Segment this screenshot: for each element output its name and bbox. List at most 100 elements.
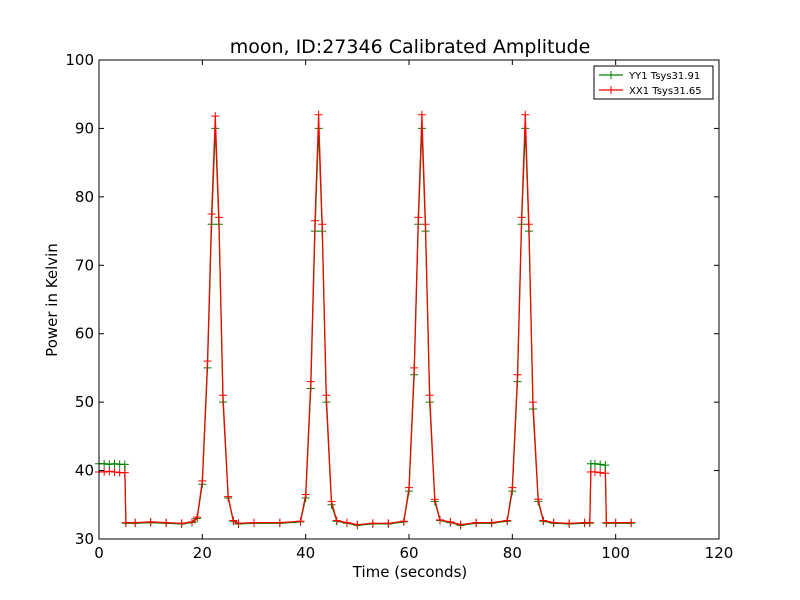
data-point-marker bbox=[193, 513, 202, 522]
data-point-marker bbox=[596, 460, 605, 469]
y-tick-label: 60 bbox=[75, 325, 94, 343]
data-point-marker bbox=[306, 377, 315, 386]
legend: YY1 Tsys31.91 XX1 Tsys31.65 bbox=[593, 65, 714, 100]
plot-area bbox=[98, 59, 720, 540]
data-point-marker bbox=[343, 518, 351, 527]
data-point-marker bbox=[121, 518, 130, 527]
data-point-marker bbox=[410, 363, 419, 372]
data-point-marker bbox=[430, 495, 439, 504]
axis-ticks: 0 20 40 60 80 100 120 30 40 50 60 70 80 90 100 bbox=[65, 51, 733, 562]
data-point-marker bbox=[591, 459, 599, 468]
series-layer bbox=[95, 110, 636, 530]
data-point-marker bbox=[529, 398, 537, 407]
data-point-marker bbox=[487, 518, 496, 527]
data-point-marker bbox=[596, 468, 605, 477]
data-point-marker bbox=[100, 467, 109, 476]
data-point-marker bbox=[446, 517, 455, 526]
data-point-marker bbox=[425, 391, 434, 400]
legend-item: XX1 Tsys31.65 bbox=[599, 86, 702, 97]
data-point-marker bbox=[214, 213, 223, 222]
data-point-marker bbox=[310, 216, 319, 225]
data-point-marker bbox=[549, 518, 558, 527]
y-tick-label: 100 bbox=[65, 51, 94, 69]
data-point-marker bbox=[601, 469, 610, 478]
data-point-marker bbox=[146, 517, 155, 526]
data-point-marker bbox=[472, 518, 481, 527]
x-tick-label: 100 bbox=[601, 544, 630, 562]
data-point-marker bbox=[513, 370, 522, 379]
data-point-marker bbox=[203, 357, 212, 366]
data-point-marker bbox=[565, 519, 574, 528]
legend-label: XX1 Tsys31.65 bbox=[629, 86, 702, 97]
legend-box bbox=[593, 65, 714, 100]
legend-marker bbox=[607, 86, 615, 94]
series-line bbox=[99, 128, 632, 526]
data-point-marker bbox=[539, 516, 548, 525]
x-tick-label: 20 bbox=[193, 544, 212, 562]
data-point-marker bbox=[399, 517, 408, 526]
data-point-marker bbox=[417, 110, 426, 119]
data-point-marker bbox=[162, 518, 171, 527]
data-point-marker bbox=[534, 495, 543, 504]
data-point-marker bbox=[611, 518, 620, 527]
data-point-marker bbox=[234, 519, 243, 528]
x-tick-label: 40 bbox=[296, 544, 315, 562]
data-point-marker bbox=[601, 461, 610, 470]
series-line bbox=[99, 114, 632, 526]
data-point-marker bbox=[332, 516, 341, 525]
series-2 bbox=[95, 110, 636, 529]
data-point-marker bbox=[421, 220, 430, 229]
data-point-marker bbox=[585, 518, 594, 527]
data-point-marker bbox=[353, 520, 362, 529]
data-point-marker bbox=[229, 516, 238, 525]
data-point-marker bbox=[627, 518, 636, 527]
data-point-marker bbox=[188, 517, 196, 526]
y-axis-label: Power in Kelvin bbox=[43, 243, 61, 357]
data-point-marker bbox=[110, 459, 119, 468]
data-point-marker bbox=[521, 110, 530, 119]
data-point-marker bbox=[275, 518, 284, 527]
y-tick-label: 30 bbox=[75, 530, 94, 548]
y-tick-label: 90 bbox=[75, 119, 94, 137]
data-point-marker bbox=[198, 476, 207, 485]
data-point-marker bbox=[105, 467, 114, 476]
legend-marker bbox=[607, 71, 615, 79]
data-point-marker bbox=[224, 492, 233, 501]
data-point-marker bbox=[301, 490, 310, 499]
data-point-marker bbox=[131, 518, 140, 527]
y-tick-label: 80 bbox=[75, 188, 94, 206]
data-point-marker bbox=[384, 519, 393, 528]
data-point-marker bbox=[318, 220, 327, 229]
series-1 bbox=[95, 124, 636, 530]
y-tick-label: 50 bbox=[75, 393, 94, 411]
data-point-marker bbox=[524, 220, 533, 229]
data-point-marker bbox=[207, 209, 216, 218]
data-point-marker bbox=[508, 483, 517, 492]
data-point-marker bbox=[436, 515, 444, 524]
x-tick-label: 80 bbox=[503, 544, 522, 562]
data-point-marker bbox=[591, 467, 599, 476]
data-point-marker bbox=[414, 213, 423, 222]
data-point-marker bbox=[503, 516, 512, 525]
data-point-marker bbox=[405, 483, 413, 492]
data-point-marker bbox=[110, 467, 119, 476]
x-tick-label: 120 bbox=[705, 544, 734, 562]
data-point-marker bbox=[602, 518, 611, 527]
data-point-marker bbox=[250, 518, 258, 527]
data-point-marker bbox=[314, 110, 323, 119]
x-tick-label: 0 bbox=[94, 544, 104, 562]
data-point-marker bbox=[211, 112, 220, 121]
data-point-marker bbox=[517, 213, 526, 222]
legend-label: YY1 Tsys31.91 bbox=[628, 71, 700, 82]
data-point-marker bbox=[327, 497, 336, 506]
data-point-marker bbox=[296, 517, 305, 526]
y-tick-label: 70 bbox=[75, 256, 94, 274]
x-tick-label: 60 bbox=[399, 544, 418, 562]
legend-item: YY1 Tsys31.91 bbox=[599, 71, 700, 82]
data-point-marker bbox=[177, 519, 186, 528]
data-point-marker bbox=[120, 468, 129, 477]
data-point-marker bbox=[368, 519, 377, 528]
data-point-marker bbox=[456, 520, 465, 529]
data-point-marker bbox=[219, 391, 227, 400]
